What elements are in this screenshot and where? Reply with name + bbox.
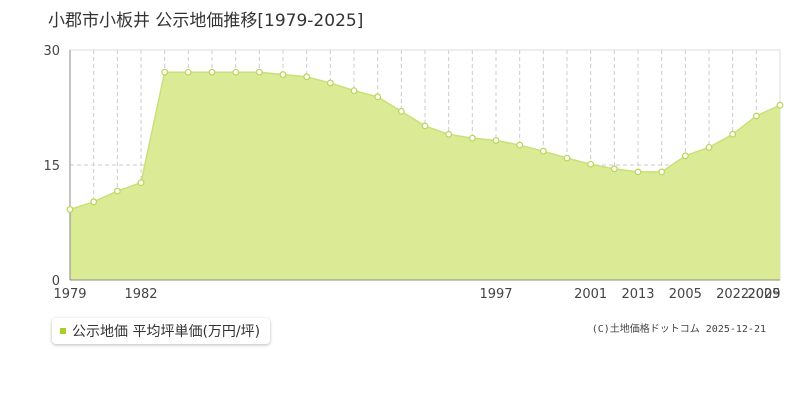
- data-point: [113, 187, 121, 195]
- data-point: [658, 168, 666, 176]
- data-point: [161, 68, 169, 76]
- x-tick-label: 2025: [747, 287, 780, 300]
- data-point: [255, 68, 263, 76]
- data-point: [232, 68, 240, 76]
- legend-marker: [60, 328, 66, 334]
- data-area: [69, 71, 781, 280]
- data-point: [397, 107, 405, 115]
- data-point: [729, 130, 737, 138]
- data-point: [90, 198, 98, 206]
- x-tick-label: 1982: [124, 287, 157, 300]
- data-point: [681, 152, 689, 160]
- data-point: [350, 87, 358, 95]
- legend-label: 公示地価 平均坪単価(万円/坪): [72, 324, 261, 340]
- data-point: [468, 134, 476, 142]
- data-point: [208, 68, 216, 76]
- data-point: [279, 71, 287, 78]
- data-point: [66, 206, 74, 213]
- tick-labels: 0 15 30 1979 1982 1997 2001 2005 2009 2013 2022202…: [43, 44, 780, 300]
- data-markers: [66, 68, 784, 213]
- data-point: [326, 79, 334, 87]
- x-tick-label: 2013: [621, 287, 654, 300]
- y-tick-label: 0: [52, 274, 60, 289]
- area-chart: 0 15 30 1979 1982 1997 2001 2005 2009 2013 2022202…: [43, 44, 784, 300]
- data-point: [634, 168, 642, 176]
- data-point: [374, 93, 382, 101]
- data-point: [587, 160, 595, 168]
- data-point: [303, 73, 311, 81]
- data-point: [492, 137, 500, 144]
- axes: [69, 50, 780, 281]
- data-point: [752, 112, 760, 120]
- data-point: [563, 154, 571, 162]
- chart-title: 小郡市小板井 公示地価推移[1979-2025]: [48, 11, 364, 31]
- data-point: [516, 141, 524, 149]
- data-point: [445, 130, 453, 138]
- x-tick-label: 2009: [747, 287, 780, 300]
- legend: 公示地価 平均坪単価(万円/坪): [52, 318, 271, 344]
- x-tick-label: 2022: [716, 287, 749, 300]
- x-tick-label: 2001: [574, 287, 607, 300]
- y-tick-label: 15: [43, 159, 60, 174]
- x-tick-label: 1997: [479, 287, 512, 300]
- series-area: [70, 72, 780, 280]
- x-tick-label: 1979: [53, 287, 86, 300]
- data-point: [539, 147, 547, 155]
- x-tick-label: 2005: [669, 287, 702, 300]
- data-point: [705, 143, 713, 151]
- data-point: [184, 68, 192, 76]
- data-point: [610, 165, 618, 173]
- y-tick-label: 30: [43, 44, 60, 59]
- data-point: [137, 179, 145, 187]
- data-point: [421, 122, 429, 130]
- data-point: [776, 101, 784, 109]
- copyright-text: (C)土地価格ドットコム 2025-12-21: [591, 324, 766, 335]
